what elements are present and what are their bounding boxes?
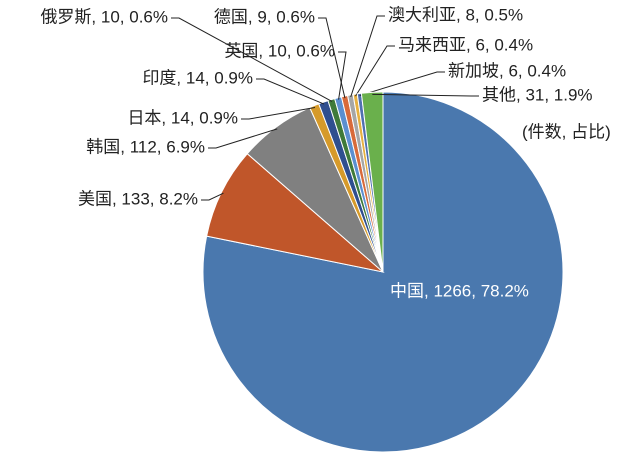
leader-line (359, 71, 445, 97)
pie-slice (360, 91, 384, 273)
leader-line (241, 107, 316, 120)
leader-line (256, 78, 325, 105)
leader-line (355, 45, 395, 97)
leader-line (350, 15, 385, 98)
data-label: 马来西亚, 6, 0.4% (398, 35, 533, 54)
data-label: 新加坡, 6, 0.4% (448, 61, 566, 80)
leader-line (372, 93, 479, 97)
leader-line (171, 17, 333, 102)
data-label: 其他, 31, 1.9% (482, 85, 593, 104)
leader-line (318, 17, 346, 99)
data-label: 韩国, 112, 6.9% (86, 137, 205, 156)
data-label: 美国, 133, 8.2% (78, 189, 198, 208)
leader-line (208, 128, 278, 149)
chart-subtitle: (件数, 占比) (522, 122, 611, 141)
data-label: 英国, 10, 0.6% (224, 41, 335, 60)
data-label: 澳大利亚, 8, 0.5% (388, 5, 523, 24)
data-label: 印度, 14, 0.9% (142, 68, 253, 87)
pie-slice (202, 91, 564, 453)
data-label: 中国, 1266, 78.2% (390, 281, 529, 300)
data-label: 日本, 14, 0.9% (127, 108, 238, 127)
data-label: 德国, 9, 0.6% (214, 7, 315, 26)
leader-line (201, 192, 224, 201)
data-label: 俄罗斯, 10, 0.6% (40, 7, 168, 26)
pie-slice (206, 153, 385, 273)
